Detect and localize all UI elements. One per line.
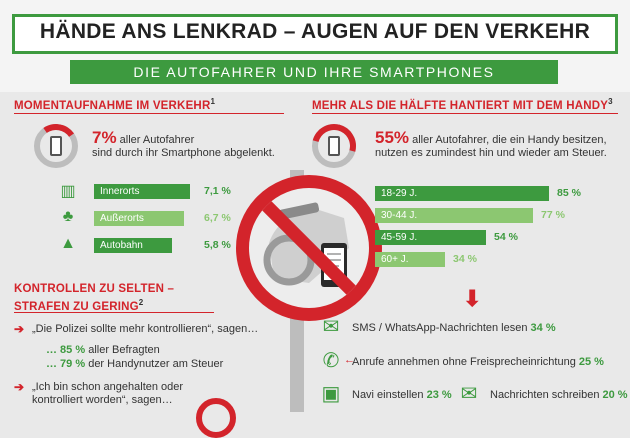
road-icon: ▲	[60, 235, 76, 252]
activity-value: 34 %	[530, 322, 556, 334]
navigation-icon: ▣	[321, 383, 341, 405]
page-subtitle: DIE AUTOFAHRER UND IHRE SMARTPHONES	[70, 60, 558, 84]
write-message-icon: ✉	[460, 383, 478, 405]
activity-value: 20 %	[602, 389, 628, 401]
quote-1-result-a: … 85 % aller Befragten	[46, 344, 160, 356]
no-phone-sign-icon	[236, 175, 382, 321]
age-value: 34 %	[453, 253, 477, 265]
buildings-icon: ▥	[60, 183, 76, 200]
right-stat: 55% aller Autofahrer, die ein Handy besi…	[375, 128, 607, 159]
stat-ring	[312, 124, 356, 168]
age-value: 77 %	[541, 209, 565, 221]
smartphone-icon	[328, 136, 340, 156]
activity-label: Anrufe annehmen ohne Freisprecheinrichtu…	[352, 356, 576, 368]
age-bar: 30-44 J.	[375, 208, 533, 223]
location-bar: Außerorts	[94, 211, 184, 226]
arrow-right-icon: ➔	[14, 380, 25, 394]
activity-item: Navi einstellen 23 %	[352, 389, 452, 402]
phone-call-icon: ✆	[322, 350, 340, 372]
smartphone-icon	[50, 136, 62, 156]
activity-label: SMS / WhatsApp-Nachrichten lesen	[352, 322, 528, 334]
location-value: 5,8 %	[204, 239, 231, 251]
left-heading: MOMENTAUFNAHME IM VERKEHR1	[14, 97, 216, 112]
left-stat: 7% aller Autofahrer sind durch ihr Smartp…	[92, 128, 275, 159]
age-value: 54 %	[494, 231, 518, 243]
partial-ring-icon	[196, 398, 236, 438]
title-frame	[12, 14, 618, 54]
activity-label: Nachrichten schreiben	[490, 389, 600, 401]
quote-1: „Die Polizei sollte mehr kontrollieren“,…	[32, 323, 259, 335]
quote-2: „Ich bin schon angehalten oder kontrollie…	[32, 381, 184, 406]
left-divider-2	[14, 312, 214, 313]
age-bar: 18-29 J.	[375, 186, 549, 201]
activity-item: SMS / WhatsApp-Nachrichten lesen 34 %	[352, 322, 556, 335]
activity-value: 23 %	[426, 389, 452, 401]
location-value: 7,1 %	[204, 185, 231, 197]
activity-item: Nachrichten schreiben 20 %	[490, 389, 628, 402]
trees-icon: ♣	[62, 208, 74, 225]
arrow-left-icon: ←	[344, 354, 355, 366]
stat-ring	[34, 124, 78, 168]
arrow-right-icon: ➔	[14, 322, 25, 336]
activity-value: 25 %	[578, 356, 604, 368]
left-divider	[14, 113, 284, 114]
activity-item: Anrufe annehmen ohne Freisprecheinrichtu…	[352, 356, 604, 369]
location-value: 6,7 %	[204, 212, 231, 224]
left-heading-2: KONTROLLEN ZU SELTEN – STRAFEN ZU GERING2	[14, 283, 175, 313]
activity-label: Navi einstellen	[352, 389, 424, 401]
quote-1-result-b: … 79 % der Handynutzer am Steuer	[46, 358, 224, 370]
location-bar: Innerorts	[94, 184, 190, 199]
location-bar: Autobahn	[94, 238, 172, 253]
age-bar: 45-59 J.	[375, 230, 486, 245]
right-divider	[312, 113, 618, 114]
envelope-icon: ✉	[322, 316, 340, 338]
age-bar: 60+ J.	[375, 252, 445, 267]
age-value: 85 %	[557, 187, 581, 199]
right-heading: MEHR ALS DIE HÄLFTE HANTIERT MIT DEM HAN…	[312, 97, 613, 112]
page-title: HÄNDE ANS LENKRAD – AUGEN AUF DEN VERKEH…	[39, 20, 591, 43]
arrow-down-icon: ⬇	[463, 286, 482, 311]
